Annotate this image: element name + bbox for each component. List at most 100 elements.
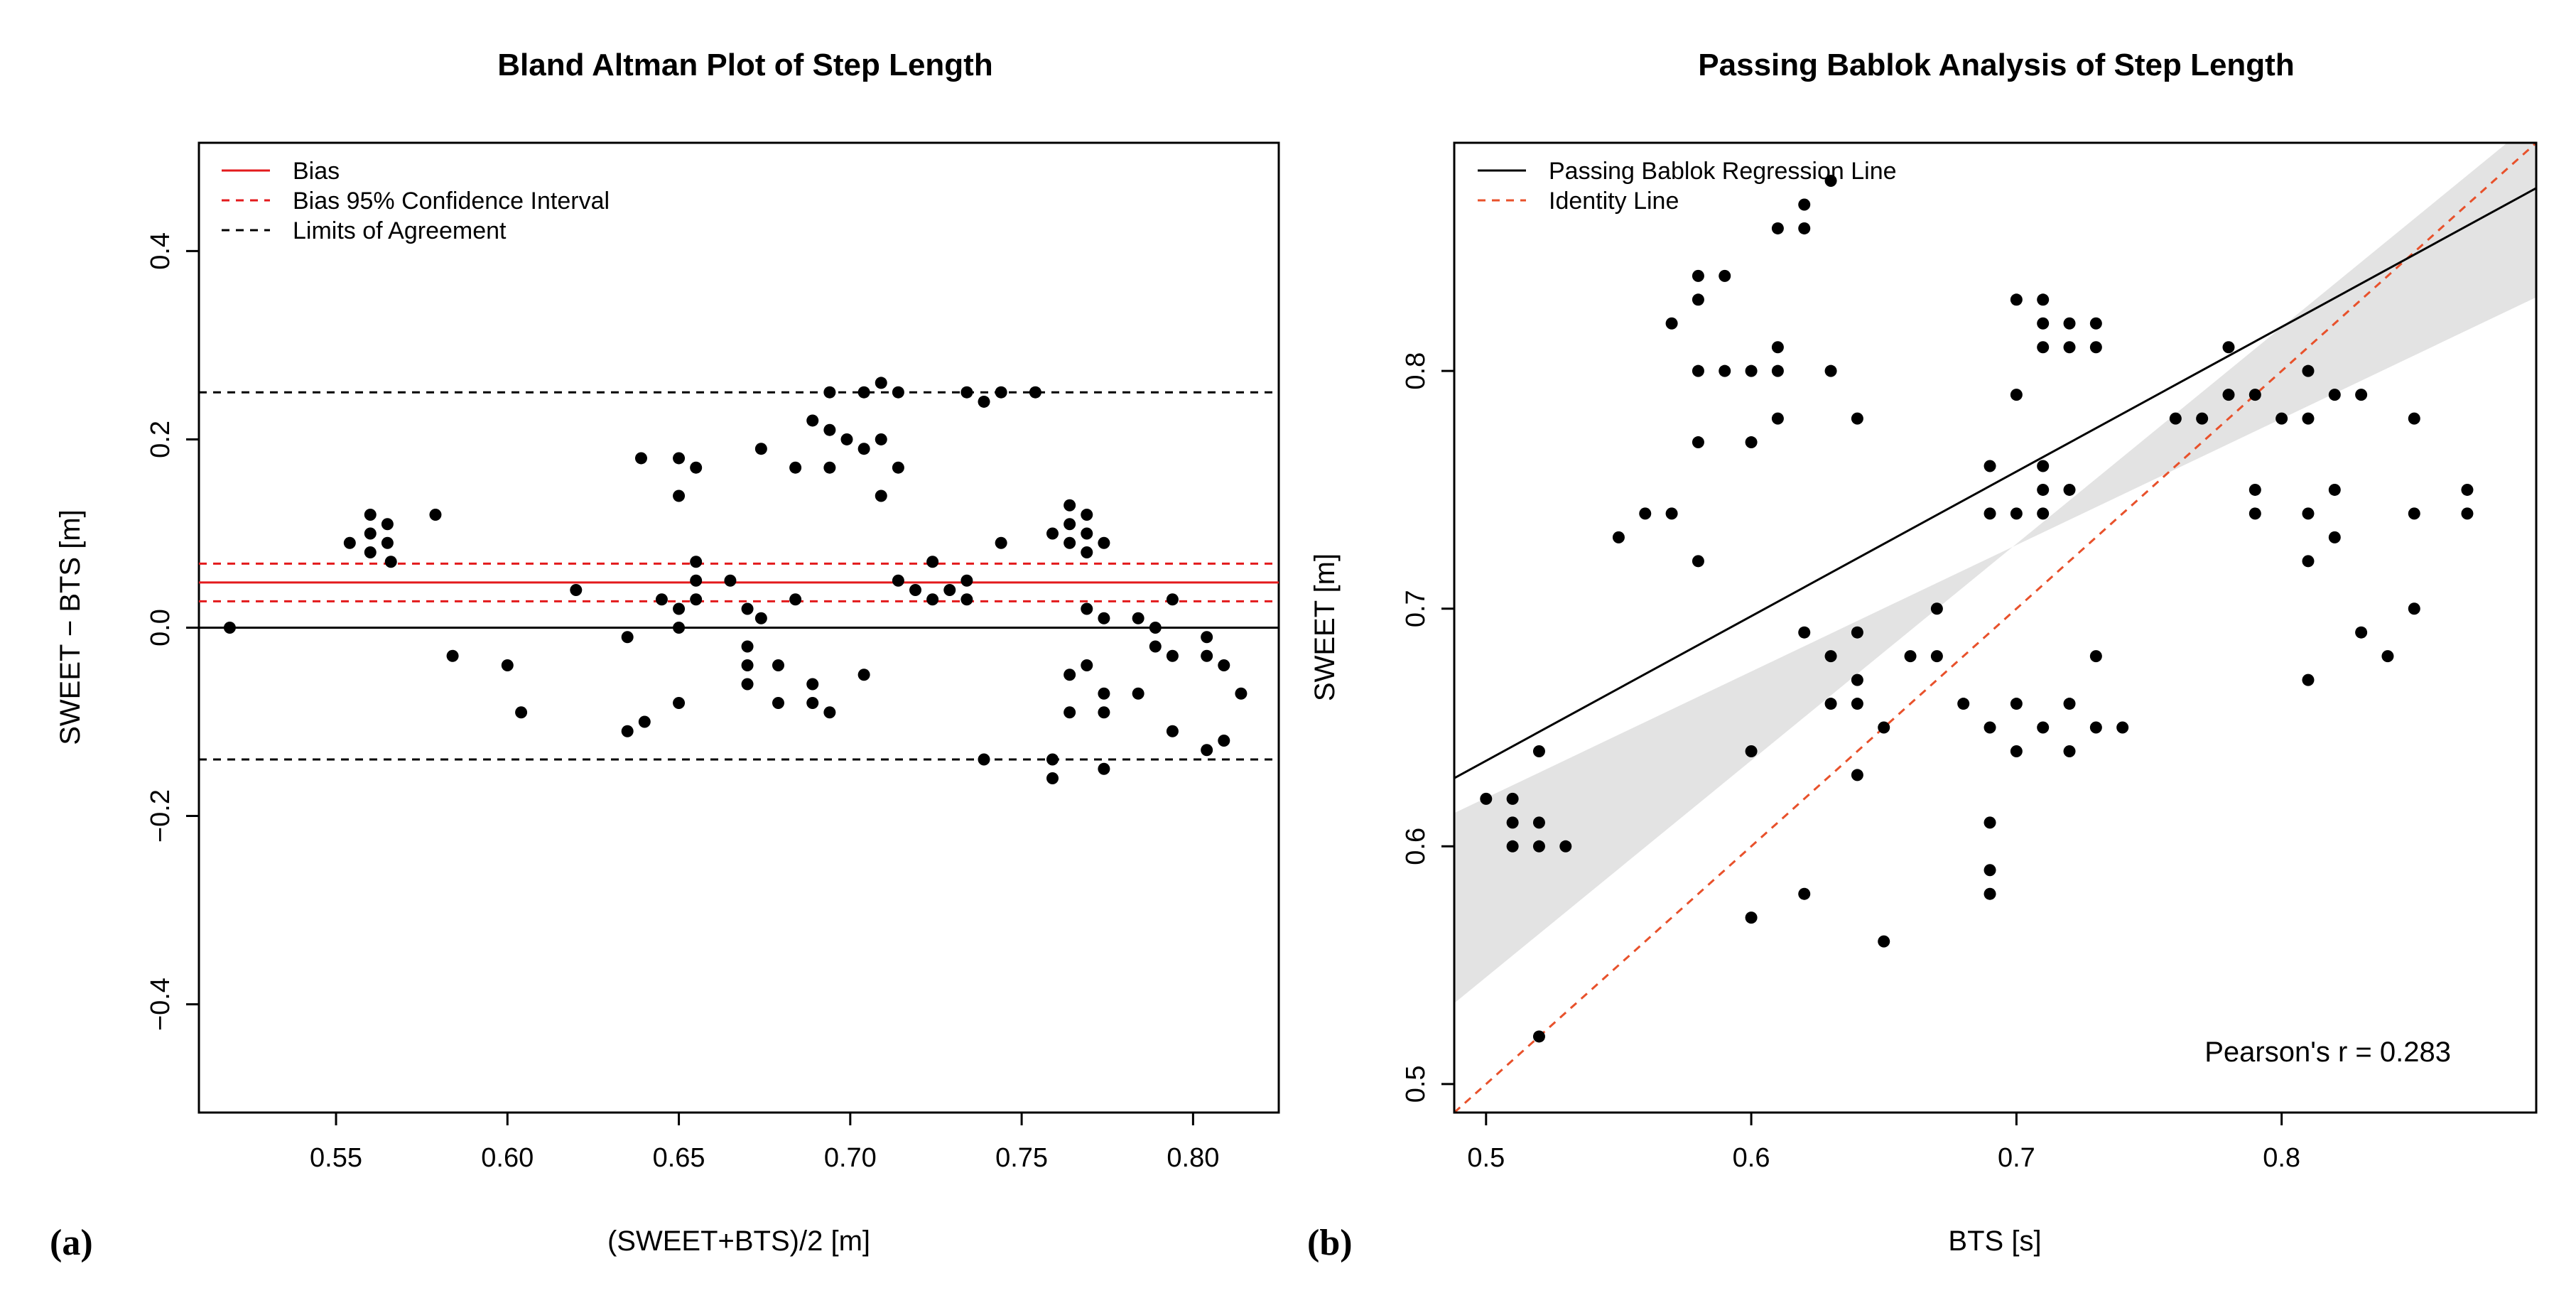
data-point bbox=[381, 536, 394, 549]
data-point bbox=[2328, 483, 2341, 496]
data-point bbox=[1132, 612, 1144, 624]
data-point bbox=[2063, 745, 2076, 757]
data-point bbox=[2275, 412, 2288, 425]
data-point bbox=[2248, 389, 2261, 401]
data-point bbox=[754, 443, 767, 455]
data-point bbox=[1745, 436, 1758, 449]
data-point bbox=[1639, 507, 1652, 520]
x-tick-label: 0.65 bbox=[653, 1143, 705, 1173]
data-point bbox=[343, 536, 356, 549]
data-point bbox=[909, 583, 922, 596]
data-point bbox=[2302, 673, 2315, 686]
data-point bbox=[1930, 650, 1943, 663]
data-point bbox=[1719, 364, 1731, 377]
data-point bbox=[2063, 317, 2076, 330]
x-tick-label: 0.8 bbox=[2263, 1143, 2300, 1173]
data-point bbox=[1665, 507, 1678, 520]
data-point bbox=[2089, 721, 2102, 734]
data-point bbox=[673, 489, 686, 502]
data-point bbox=[1046, 772, 1059, 785]
data-point bbox=[2302, 412, 2315, 425]
data-point bbox=[1851, 698, 1863, 710]
data-point bbox=[1798, 626, 1811, 639]
data-point bbox=[1064, 669, 1076, 681]
data-point bbox=[673, 697, 686, 710]
data-point bbox=[1081, 602, 1093, 615]
data-point bbox=[1984, 816, 1996, 829]
data-point bbox=[1612, 531, 1625, 543]
data-point bbox=[875, 433, 887, 445]
data-point bbox=[1824, 698, 1837, 710]
data-point bbox=[621, 725, 634, 737]
data-point bbox=[1081, 527, 1093, 540]
panel-b-passing-bablok: Passing Bablok Analysis of Step Length 0… bbox=[1307, 48, 2538, 1263]
data-point bbox=[1046, 527, 1059, 540]
data-point bbox=[1098, 536, 1110, 549]
y-tick-label: 0.6 bbox=[1401, 828, 1431, 865]
panel-b-letter: (b) bbox=[1307, 1223, 1353, 1263]
data-point bbox=[1218, 735, 1230, 747]
data-point bbox=[1166, 725, 1179, 737]
legend-label: Limits of Agreement bbox=[293, 217, 507, 244]
data-point bbox=[772, 659, 784, 672]
data-point bbox=[857, 669, 870, 681]
data-point bbox=[1692, 293, 1704, 306]
data-point bbox=[2063, 698, 2076, 710]
data-point bbox=[1029, 386, 1041, 399]
y-tick-label: 0.8 bbox=[1401, 352, 1431, 390]
data-point bbox=[2381, 650, 2394, 663]
data-point bbox=[1798, 887, 1811, 900]
data-point bbox=[690, 574, 703, 587]
data-point bbox=[741, 640, 754, 653]
data-point bbox=[724, 574, 737, 587]
data-point bbox=[1798, 222, 1811, 234]
data-point bbox=[2408, 507, 2420, 520]
data-point bbox=[1851, 626, 1863, 639]
data-point bbox=[741, 659, 754, 672]
y-tick-label: 0.7 bbox=[1401, 590, 1431, 627]
data-point bbox=[995, 386, 1007, 399]
data-point bbox=[2037, 507, 2050, 520]
data-point bbox=[634, 452, 647, 465]
data-point bbox=[1480, 792, 1493, 805]
data-point bbox=[2037, 317, 2050, 330]
pearson-annotation: Pearson's r = 0.283 bbox=[2204, 1037, 2451, 1068]
data-point bbox=[690, 593, 703, 606]
data-point bbox=[570, 583, 583, 596]
data-point bbox=[806, 678, 819, 691]
y-tick-label: −0.2 bbox=[146, 789, 175, 843]
data-point bbox=[1064, 706, 1076, 719]
x-tick-label: 0.75 bbox=[995, 1143, 1048, 1173]
data-point bbox=[673, 452, 686, 465]
x-tick-label: 0.6 bbox=[1733, 1143, 1770, 1173]
panel-b-title: Passing Bablok Analysis of Step Length bbox=[1698, 48, 2294, 82]
data-point bbox=[1745, 911, 1758, 924]
data-point bbox=[823, 706, 836, 719]
data-point bbox=[960, 593, 973, 606]
data-point bbox=[2248, 507, 2261, 520]
data-point bbox=[1745, 745, 1758, 757]
legend-label: Passing Bablok Regression Line bbox=[1549, 158, 1897, 185]
panel-a-bland-altman: Bland Altman Plot of Step Length 0.55 0.6… bbox=[50, 48, 1280, 1263]
data-point bbox=[2063, 341, 2076, 354]
data-point bbox=[2302, 555, 2315, 568]
data-point bbox=[1235, 687, 1248, 700]
data-point bbox=[1064, 499, 1076, 512]
data-point bbox=[978, 395, 990, 408]
data-point bbox=[2248, 483, 2261, 496]
data-point bbox=[1064, 518, 1076, 531]
data-point bbox=[1166, 593, 1179, 606]
y-tick-label: 0.0 bbox=[146, 609, 175, 646]
data-point bbox=[2328, 389, 2341, 401]
data-point bbox=[655, 593, 668, 606]
data-point bbox=[1201, 649, 1213, 662]
panel-b-plot-frame bbox=[1453, 141, 2538, 1114]
legend-label: Identity Line bbox=[1549, 188, 1679, 215]
data-point bbox=[2037, 483, 2050, 496]
data-point bbox=[943, 583, 956, 596]
data-point bbox=[1984, 887, 1996, 900]
data-point bbox=[384, 556, 397, 568]
y-tick-label: 0.2 bbox=[146, 421, 175, 458]
data-point bbox=[1665, 317, 1678, 330]
